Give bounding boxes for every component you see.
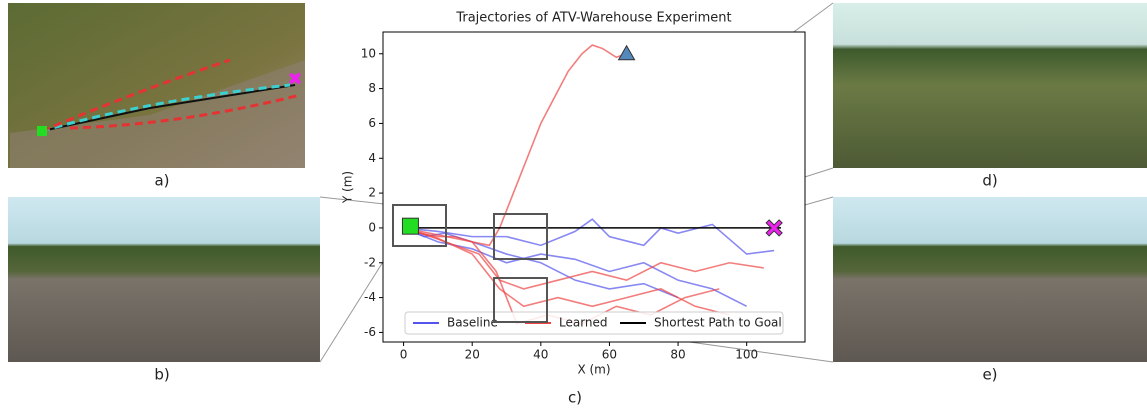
aerial-start: [37, 126, 47, 136]
caption: c): [568, 389, 582, 407]
y-tick-label: 4: [368, 151, 376, 165]
caption: b): [154, 366, 169, 384]
x-axis-label: X (m): [577, 363, 610, 377]
plot-area: [382, 31, 806, 343]
trajectory: [403, 227, 748, 308]
photo: [8, 197, 320, 362]
road: [10, 60, 305, 168]
zoom-box: [493, 277, 548, 323]
caption: d): [982, 172, 997, 190]
legend: [404, 311, 784, 335]
end-marker: [617, 44, 636, 61]
zoom-box: [493, 213, 548, 260]
start-marker: [401, 217, 419, 235]
plot: Trajectories of ATV-Warehouse Experiment…: [341, 11, 806, 377]
y-tick-label: 2: [368, 186, 376, 200]
legend-label: Baseline: [447, 316, 498, 330]
x-tick-label: 0: [400, 348, 408, 362]
caption: e): [982, 366, 997, 384]
y-tick-label: 10: [361, 46, 376, 60]
photo: [833, 3, 1147, 168]
x-tick-label: 60: [602, 348, 617, 362]
y-tick-label: 0: [368, 220, 376, 234]
zoom-box: [392, 204, 447, 247]
x-tick-label: 80: [670, 348, 685, 362]
legend-label: Learned: [559, 316, 608, 330]
y-tick-label: -6: [364, 325, 376, 339]
aerial-path: [41, 83, 291, 133]
y-axis-label: Y (m): [341, 171, 355, 204]
photos: ✖: [8, 3, 1147, 362]
x-tick-label: 20: [465, 348, 480, 362]
x-tick-label: 40: [533, 348, 548, 362]
connector: [319, 196, 394, 206]
zoom-boxes: [392, 204, 548, 323]
aerial-goal: ✖: [287, 69, 302, 90]
aerial-path: [41, 84, 296, 132]
goal-marker: [765, 219, 783, 237]
aerial-path: [41, 58, 301, 133]
legend-label: Shortest Path to Goal: [654, 316, 782, 330]
chart-title: Trajectories of ATV-Warehouse Experiment: [455, 11, 731, 26]
connector: [319, 245, 394, 363]
trajectory: [403, 227, 730, 316]
y-tick-label: 6: [368, 116, 376, 130]
photo: [833, 197, 1147, 362]
x-tick-label: 100: [735, 348, 758, 362]
y-tick-label: -4: [364, 290, 376, 304]
y-tick-label: -2: [364, 255, 376, 269]
y-tick-label: 8: [368, 81, 376, 95]
caption: a): [154, 172, 169, 190]
